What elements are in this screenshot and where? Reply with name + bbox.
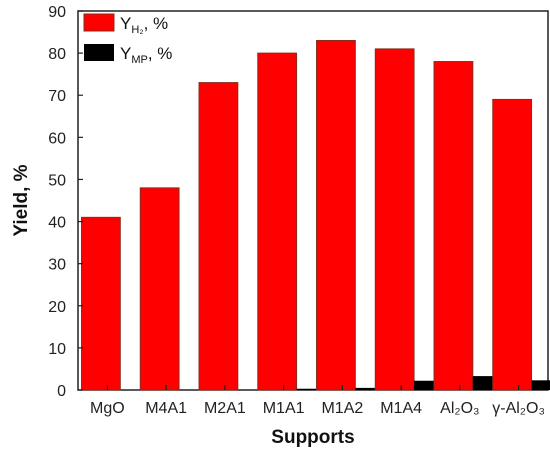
bar-yh2 (374, 48, 415, 391)
y-tick-label: 70 (48, 88, 66, 105)
x-axis-title: Supports (271, 427, 354, 448)
bars-group (81, 39, 550, 391)
legend-label: YH₂, % (120, 14, 168, 36)
legend-swatch (83, 13, 115, 32)
x-tick-label: M4A1 (145, 400, 187, 417)
x-tick-label: M1A2 (321, 400, 363, 417)
y-axis-title: Yield, % (11, 164, 32, 236)
x-tick-label: γ-Al₂O₃ (492, 400, 545, 417)
y-tick-label: 40 (48, 215, 66, 232)
x-tick-label: M1A1 (263, 400, 305, 417)
bar-ymp (472, 376, 494, 390)
x-axis: MgO M4A1 M2A1 M1A1 M1A2 M1A4 Al₂O₃ γ-Al₂O₃ (90, 385, 545, 417)
legend: YH₂, % YMP, % (83, 13, 172, 66)
bar-yh2 (198, 82, 239, 391)
y-tick-label: 50 (48, 172, 66, 189)
bar-ymp (296, 388, 318, 390)
y-tick-label: 30 (48, 257, 66, 274)
y-tick-label: 0 (57, 383, 66, 400)
bar-yh2 (81, 216, 121, 391)
bar-ymp (414, 380, 436, 390)
legend-swatch (84, 44, 114, 61)
y-axis: 0 10 20 30 40 50 60 70 80 90 (48, 4, 83, 400)
x-tick-label: M2A1 (204, 400, 246, 417)
legend-label: YMP, % (120, 44, 172, 66)
bar-yh2 (316, 39, 356, 391)
y-tick-label: 60 (48, 130, 66, 147)
bar-ymp (531, 380, 550, 390)
x-tick-label: M1A4 (380, 400, 422, 417)
bar-yh2 (257, 52, 298, 391)
x-tick-label: MgO (90, 400, 125, 417)
bar-yh2 (492, 98, 533, 391)
x-tick-label: Al₂O₃ (440, 400, 479, 417)
bar-ymp (355, 387, 377, 390)
y-tick-label: 90 (48, 4, 66, 21)
y-tick-label: 20 (48, 299, 66, 316)
y-tick-label: 80 (48, 46, 66, 63)
bar-yh2 (139, 187, 180, 391)
y-tick-label: 10 (48, 341, 66, 358)
bar-yh2 (433, 61, 474, 391)
